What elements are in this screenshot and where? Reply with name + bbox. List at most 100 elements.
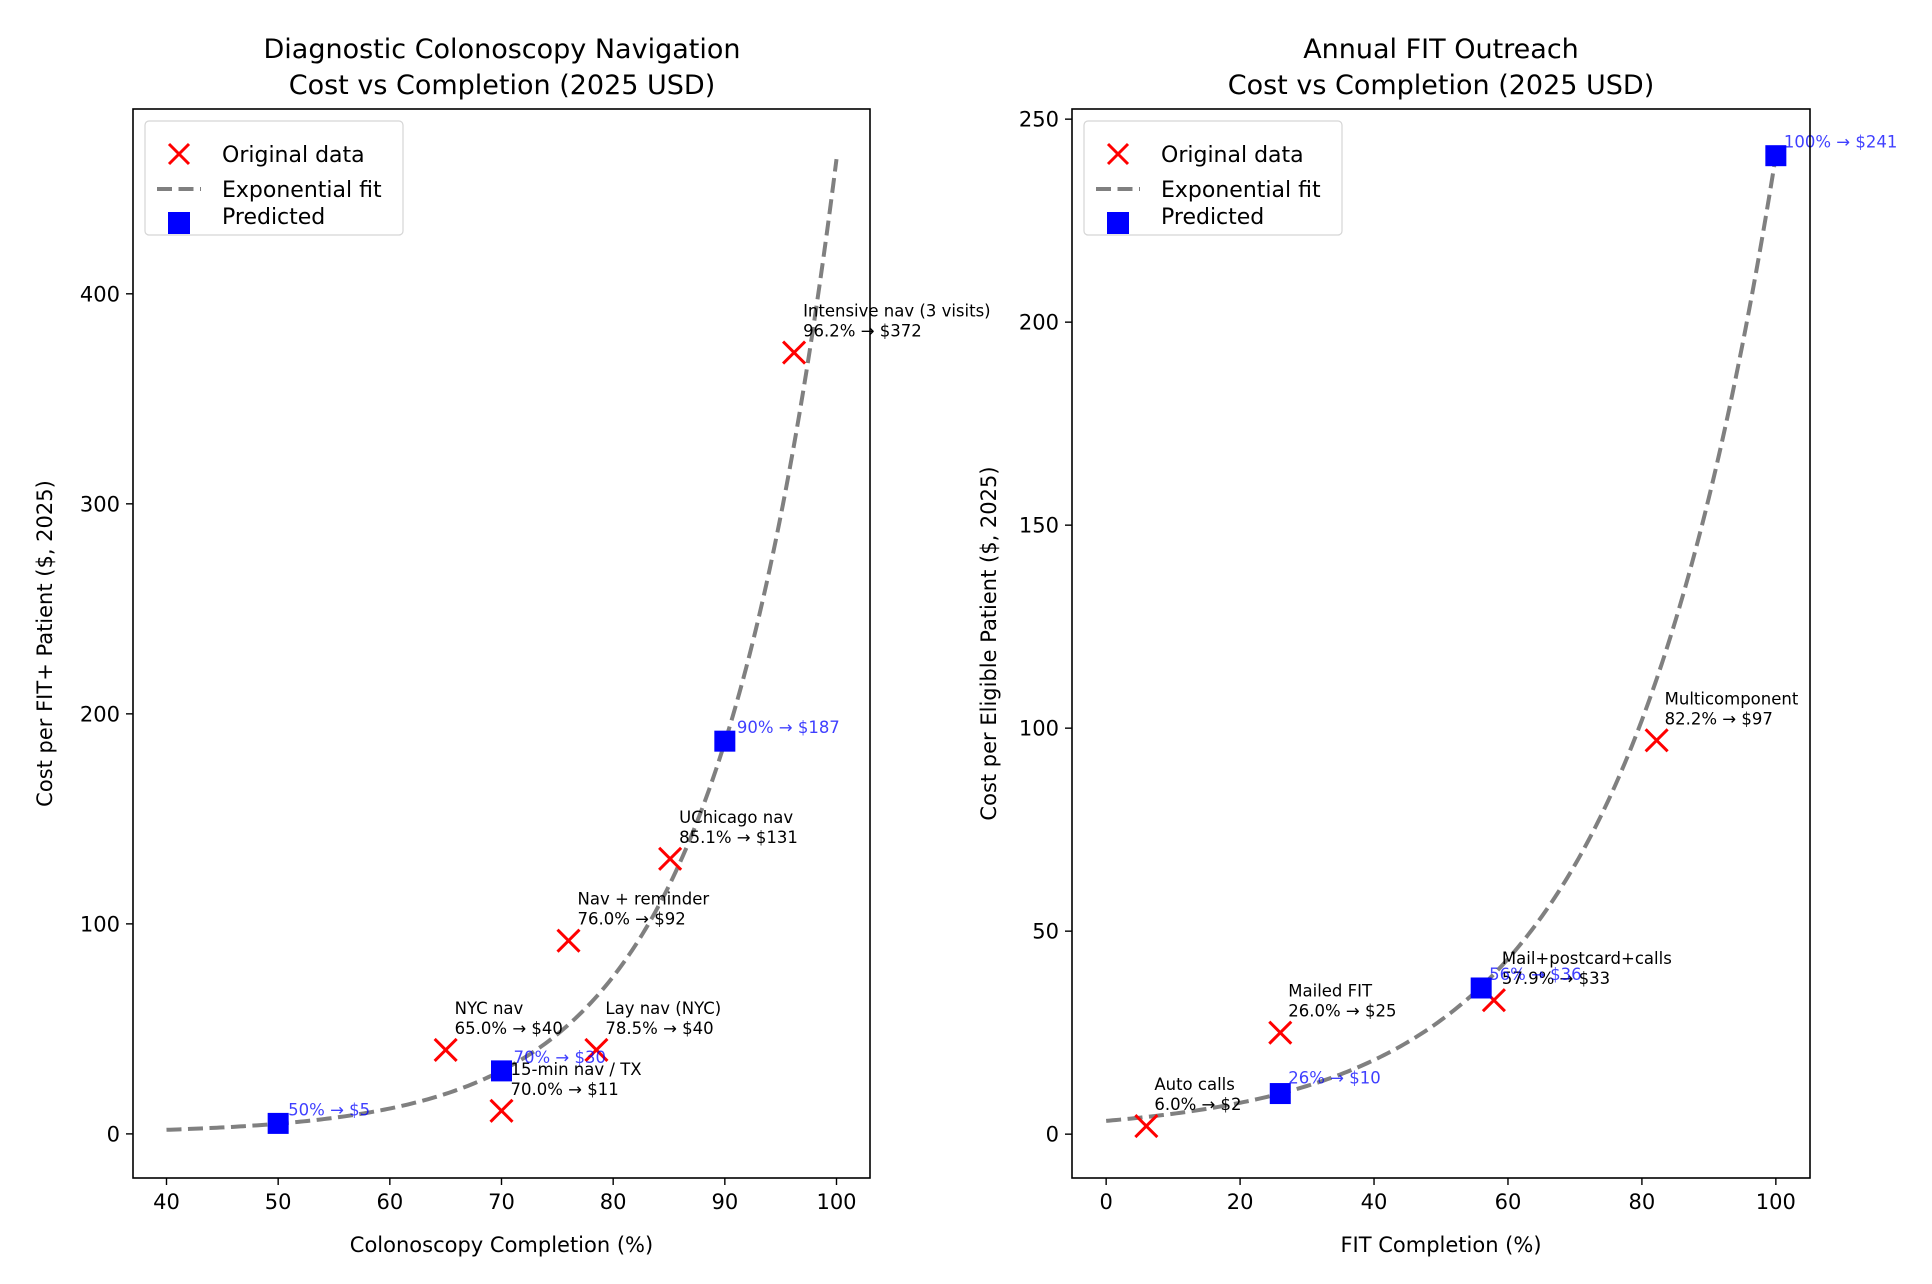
original-data-point <box>489 1098 514 1123</box>
original-data-point <box>1134 1113 1159 1139</box>
predicted-point <box>491 1060 512 1082</box>
original-data-point <box>556 928 581 953</box>
y-tick-label: 100 <box>1019 717 1059 741</box>
exponential-fit-line <box>166 158 839 1132</box>
y-tick-label: 200 <box>80 702 120 726</box>
y-axis-label: Cost per Eligible Patient ($, 2025) <box>977 466 1001 820</box>
original-point-value: 6.0% → $2 <box>1154 1095 1241 1114</box>
y-tick-label: 200 <box>1019 311 1059 335</box>
original-point-value: 78.5% → $40 <box>605 1019 713 1038</box>
x-tick-label: 50 <box>265 1190 292 1214</box>
original-data-point <box>433 1037 458 1062</box>
original-point-value: 85.1% → $131 <box>679 828 798 847</box>
predicted-point <box>1470 977 1492 999</box>
y-tick-label: 50 <box>1032 920 1059 944</box>
original-point-value: 76.0% → $92 <box>578 910 686 929</box>
x-marker-stroke <box>556 928 581 953</box>
y-tick-label: 300 <box>80 492 120 516</box>
legend-label: Exponential fit <box>1161 178 1321 203</box>
original-point-label: Lay nav (NYC) <box>605 999 721 1018</box>
axes-frame <box>1071 108 1811 1179</box>
original-point-label: 15-min nav / TX <box>511 1060 642 1079</box>
exponential-fit-line <box>1105 155 1778 1123</box>
original-point-label: Auto calls <box>1154 1075 1235 1094</box>
legend-x-marker-icon <box>1106 142 1130 166</box>
original-point-value: 96.2% → $372 <box>803 322 922 341</box>
chart-colonoscopy-navigation: Diagnostic Colonoscopy Navigation Cost vs… <box>33 34 991 1257</box>
x-tick-label: 60 <box>376 1190 403 1214</box>
x-tick-label: 40 <box>1361 1190 1388 1214</box>
original-point-label: UChicago nav <box>679 808 793 827</box>
x-tick-label: 90 <box>711 1190 738 1214</box>
original-point-label: NYC nav <box>455 999 524 1018</box>
legend-box <box>144 120 404 236</box>
legend-label: Original data <box>1161 143 1304 168</box>
x-tick-label: 100 <box>1756 1190 1796 1214</box>
x-tick-label: 70 <box>488 1190 515 1214</box>
x-marker-stroke <box>1644 728 1669 753</box>
legend-box <box>1083 120 1343 236</box>
original-data-point <box>1644 728 1669 753</box>
y-tick-label: 0 <box>1046 1123 1059 1147</box>
original-data-point <box>1268 1020 1293 1045</box>
y-tick-label: 150 <box>1019 514 1059 538</box>
x-marker-stroke <box>1481 988 1506 1013</box>
x-axis-label: FIT Completion (%) <box>1340 1233 1541 1257</box>
original-point-value: 65.0% → $40 <box>455 1019 563 1038</box>
legend-label: Original data <box>222 143 365 168</box>
legend-label: Predicted <box>1161 205 1264 230</box>
y-tick-label: 100 <box>80 912 120 936</box>
x-tick-label: 20 <box>1227 1190 1254 1214</box>
chart-fit-outreach: Annual FIT Outreach Cost vs Completion (2… <box>977 34 1897 1257</box>
legend-label: Predicted <box>222 205 325 230</box>
x-marker-stroke <box>1268 1020 1293 1045</box>
y-tick-label: 250 <box>1019 108 1059 132</box>
predicted-point-label: 26% → $10 <box>1288 1069 1380 1088</box>
x-axis-label: Colonoscopy Completion (%) <box>350 1233 653 1257</box>
x-marker-stroke <box>1134 1113 1159 1139</box>
predicted-point-label: 50% → $5 <box>288 1100 370 1119</box>
predicted-point-label: 100% → $241 <box>1784 133 1897 152</box>
x-tick-label: 100 <box>816 1190 856 1214</box>
original-point-value: 26.0% → $25 <box>1288 1002 1396 1021</box>
original-point-label: Mailed FIT <box>1288 982 1373 1001</box>
predicted-point <box>1269 1083 1291 1105</box>
x-marker-stroke <box>489 1098 514 1123</box>
y-tick-label: 0 <box>107 1122 120 1146</box>
original-data-point <box>658 846 683 871</box>
x-tick-label: 0 <box>1099 1190 1112 1214</box>
y-axis-label: Cost per FIT+ Patient ($, 2025) <box>33 480 57 807</box>
original-point-label: Multicomponent <box>1665 689 1799 708</box>
legend-label: Exponential fit <box>222 178 382 203</box>
x-tick-label: 80 <box>1629 1190 1656 1214</box>
predicted-point-label: 90% → $187 <box>737 718 840 737</box>
original-point-label: Nav + reminder <box>578 890 710 909</box>
original-point-label: Intensive nav (3 visits) <box>803 302 991 321</box>
legend-square-icon <box>168 212 190 234</box>
original-point-label: Mail+postcard+calls <box>1502 949 1672 968</box>
chart-title-line: Cost vs Completion (2025 USD) <box>1228 70 1655 101</box>
x-marker-stroke <box>584 1037 609 1062</box>
predicted-point <box>1765 145 1787 167</box>
predicted-point <box>714 730 736 752</box>
predicted-point-label: 70% → $30 <box>514 1048 606 1067</box>
chart-title-line: Diagnostic Colonoscopy Navigation <box>264 34 741 65</box>
x-marker-stroke <box>658 846 683 871</box>
predicted-point-label: 56% → $36 <box>1489 965 1581 984</box>
original-point-value: 82.2% → $97 <box>1665 709 1773 728</box>
legend-square-icon <box>1107 212 1129 234</box>
original-data-point <box>584 1037 609 1062</box>
y-tick-label: 400 <box>80 282 120 306</box>
original-point-value: 70.0% → $11 <box>511 1080 619 1099</box>
chart-title-line: Cost vs Completion (2025 USD) <box>289 70 716 101</box>
original-point-value: 57.9% → $33 <box>1502 969 1610 988</box>
x-marker-stroke <box>782 340 807 365</box>
chart-title-line: Annual FIT Outreach <box>1303 34 1579 65</box>
x-tick-label: 40 <box>153 1190 180 1214</box>
legend-x-marker-icon <box>167 142 191 166</box>
predicted-point <box>267 1112 289 1134</box>
x-marker-stroke <box>433 1037 458 1062</box>
